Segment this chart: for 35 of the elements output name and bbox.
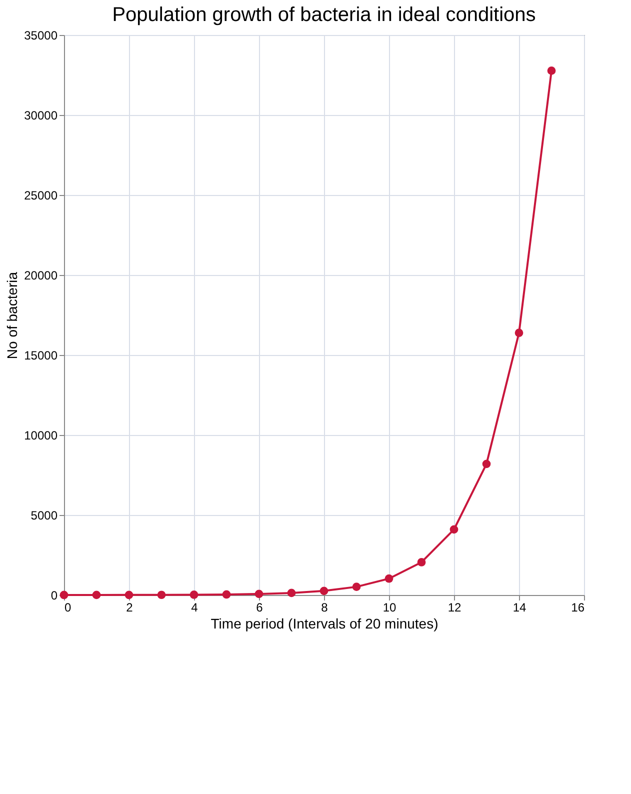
point <box>384 574 394 583</box>
point <box>514 328 524 338</box>
point <box>190 590 198 599</box>
point <box>287 588 296 598</box>
point <box>254 590 264 598</box>
x-tick-label: 8 <box>321 600 328 614</box>
x-tick-label: 10 <box>382 600 396 614</box>
y-tick-label: 10000 <box>24 428 58 442</box>
chart-title: Population growth of bacteria in ideal conditions <box>112 4 536 26</box>
y-tick-label: 0 <box>50 588 58 602</box>
point <box>450 525 458 534</box>
point <box>157 590 166 600</box>
x-tick-label: 2 <box>126 600 134 614</box>
y-tick-label: 5000 <box>30 508 58 522</box>
x-tick-label: 14 <box>512 600 526 614</box>
x-tick-label: 12 <box>448 600 462 614</box>
x-tick-label: 16 <box>571 600 585 614</box>
y-tick-label: 15000 <box>24 348 58 362</box>
y-tick-label: 35000 <box>24 28 58 42</box>
y-tick-label: 30000 <box>24 108 58 122</box>
x-tick-label: 0 <box>64 600 72 614</box>
y-tick-label: 20000 <box>24 268 58 282</box>
point <box>320 586 328 596</box>
y-tick-label: 25000 <box>24 188 58 202</box>
x-tick-label: 4 <box>191 600 198 614</box>
point <box>482 460 491 468</box>
point <box>124 590 134 600</box>
point <box>222 590 231 599</box>
x-tick-label: 6 <box>256 600 264 614</box>
point <box>417 558 426 566</box>
y-axis-title: No of bacteria <box>4 272 20 360</box>
point <box>352 582 361 591</box>
x-axis-title: Time period (Intervals of 20 minutes) <box>210 616 438 632</box>
point <box>547 66 556 75</box>
point <box>92 590 101 600</box>
